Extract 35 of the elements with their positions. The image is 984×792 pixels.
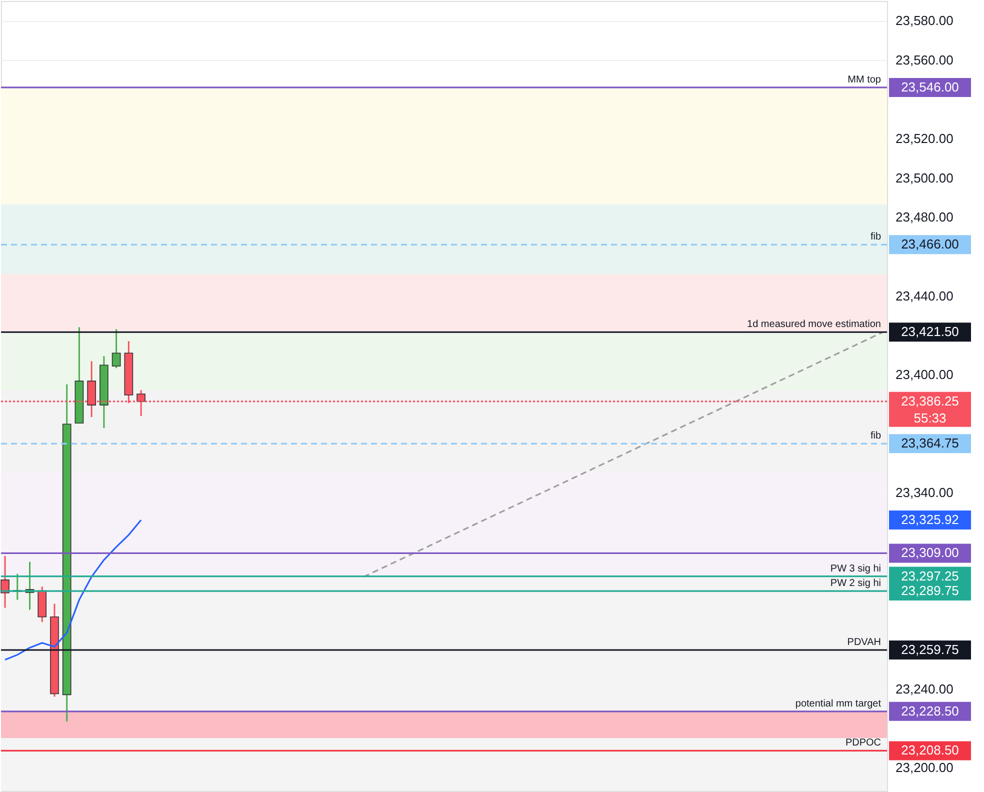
ref-line-label: potential mm target xyxy=(795,698,882,710)
ref-line-label: PW 2 sig hi xyxy=(830,578,881,590)
y-tick-label: 23,200.00 xyxy=(896,760,954,775)
y-tick-label: 23,500.00 xyxy=(896,170,954,186)
text: 23,208.50 xyxy=(901,742,959,758)
y-tick-label: 23,480.00 xyxy=(896,210,954,225)
line-series xyxy=(4,519,142,661)
y-tick-label: 23,580.00 xyxy=(896,13,954,28)
y-tick-label: 23,440.00 xyxy=(896,288,954,304)
y-tick-label: 23,520.00 xyxy=(896,131,954,146)
text: 23,364.75 xyxy=(901,436,959,451)
text: 23,386.25 xyxy=(901,393,959,408)
candlestick xyxy=(0,555,10,609)
ref-line-label: 1d measured move estimation xyxy=(747,319,881,330)
ref-line-label: fib xyxy=(870,232,882,243)
ref-line-label: PDVAH xyxy=(847,637,881,648)
ref-line-label: fib xyxy=(870,430,882,442)
candlestick xyxy=(112,328,121,369)
text: 55:33 xyxy=(914,410,946,426)
text: 23,228.50 xyxy=(901,703,959,718)
y-tick-label: 23,340.00 xyxy=(896,484,954,500)
text: 23,259.75 xyxy=(901,642,959,657)
ref-line-label: PW 3 sig hi xyxy=(830,563,881,574)
y-tick-label: 23,560.00 xyxy=(896,52,954,68)
text: 23,309.00 xyxy=(901,545,959,560)
y-tick-label: 23,400.00 xyxy=(896,366,954,382)
text: 23,289.75 xyxy=(901,583,959,598)
text: 23,325.92 xyxy=(901,512,959,527)
text: 23,297.25 xyxy=(901,568,959,584)
text: 23,421.50 xyxy=(901,324,959,340)
text: 23,546.00 xyxy=(901,79,959,94)
ref-line-label: MM top xyxy=(848,74,882,86)
text: 23,466.00 xyxy=(901,236,959,252)
y-tick-label: 23,240.00 xyxy=(896,681,954,696)
ref-line-label: PDPOC xyxy=(845,738,881,749)
